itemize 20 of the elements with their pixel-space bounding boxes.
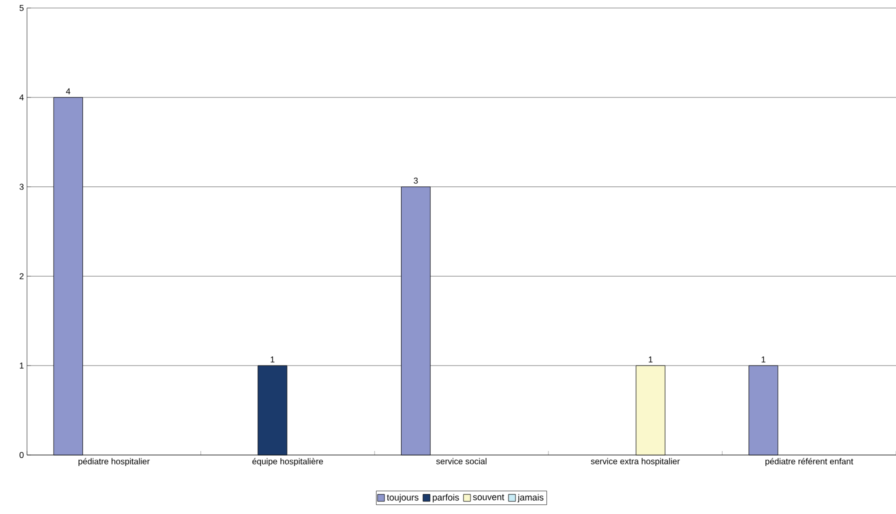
x-tick-label: service extra hospitalier [590,458,680,466]
y-tick-label: 3 [20,184,24,190]
x-tick-label: service social [436,458,486,464]
data-label: 1 [270,356,274,362]
y-tick-label: 1 [20,362,24,369]
data-label: 1 [762,356,766,362]
data-label: 1 [648,356,652,362]
y-tick-label: 5 [20,5,24,11]
y-tick-label: 0 [20,452,24,458]
x-tick-label: pédiatre hospitalier [78,458,150,466]
x-tick-label: équipe hospitalière [252,458,323,466]
legend-label: jamais [518,494,544,502]
x-tick-label: pédiatre référent enfant [765,458,854,466]
legend-label: souvent [472,494,504,500]
y-tick-label: 2 [20,273,24,280]
legend-label: toujours [386,494,418,502]
y-tick-label: 4 [19,94,24,100]
legend-label: parfois [432,494,459,502]
data-label: 3 [414,178,418,184]
data-label: 4 [66,88,70,94]
